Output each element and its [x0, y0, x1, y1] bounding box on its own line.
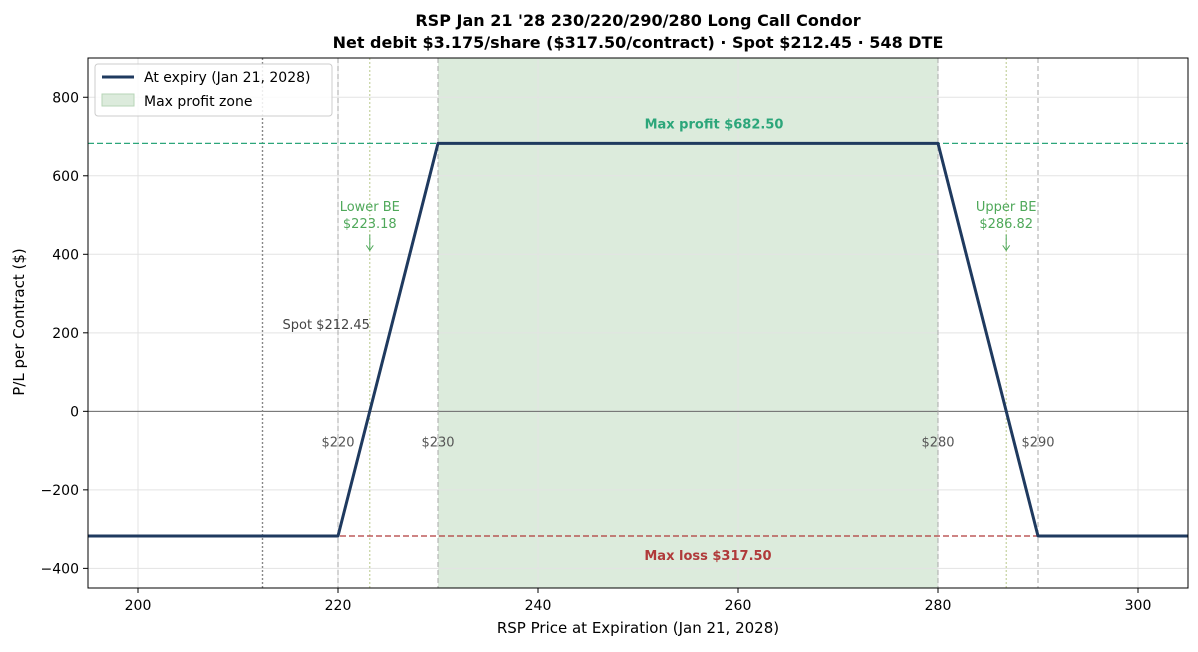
- y-tick-label: 200: [52, 326, 79, 342]
- breakeven-label: Lower BE: [340, 200, 400, 215]
- strike-label: $280: [921, 436, 954, 451]
- breakeven-value: $286.82: [979, 217, 1033, 232]
- x-tick-label: 240: [525, 598, 552, 614]
- payoff-line: [88, 141, 1188, 538]
- x-tick-label: 200: [125, 598, 152, 614]
- max-profit-zone: [438, 58, 938, 588]
- x-axis-label: RSP Price at Expiration (Jan 21, 2028): [497, 619, 779, 637]
- legend-label-zone: Max profit zone: [144, 94, 252, 110]
- y-tick-label: 0: [70, 404, 79, 420]
- strike-label: $220: [321, 436, 354, 451]
- y-tick-label: 400: [52, 247, 79, 263]
- spot-label: Spot $212.45: [283, 318, 370, 333]
- breakeven-arrowhead: [365, 245, 374, 252]
- legend-box: [94, 63, 333, 117]
- max-loss-label: Max loss $317.50: [644, 549, 771, 564]
- strike-label: $230: [421, 436, 454, 451]
- y-tick-label: −200: [41, 483, 79, 499]
- strike-label: $290: [1021, 436, 1054, 451]
- breakeven-value: $223.18: [343, 217, 397, 232]
- x-tick-label: 220: [325, 598, 352, 614]
- x-tick-label: 260: [725, 598, 752, 614]
- legend-swatch-zone: [101, 93, 135, 107]
- legend-label-expiry: At expiry (Jan 21, 2028): [144, 70, 311, 86]
- y-tick-label: −400: [41, 561, 79, 577]
- breakeven-arrowhead: [1002, 245, 1011, 252]
- chart-title-line1: RSP Jan 21 '28 230/220/290/280 Long Call…: [415, 11, 860, 30]
- breakeven-label: Upper BE: [976, 200, 1037, 215]
- plot-area: $220 $230 $280 $290 Spot $212.45 Lower BE $223…: [41, 57, 1189, 614]
- chart-title-line2: Net debit $3.175/share ($317.50/contract…: [333, 33, 944, 52]
- legend: At expiry (Jan 21, 2028) Max profit zone: [94, 63, 333, 117]
- y-tick-label: 600: [52, 169, 79, 185]
- plot-frame: [87, 57, 1189, 589]
- x-tick-label: 300: [1125, 598, 1152, 614]
- y-tick-label: 800: [52, 90, 79, 106]
- x-tick-label: 280: [925, 598, 952, 614]
- y-axis-label: P/L per Contract ($): [10, 248, 28, 395]
- max-profit-label: Max profit $682.50: [645, 117, 784, 132]
